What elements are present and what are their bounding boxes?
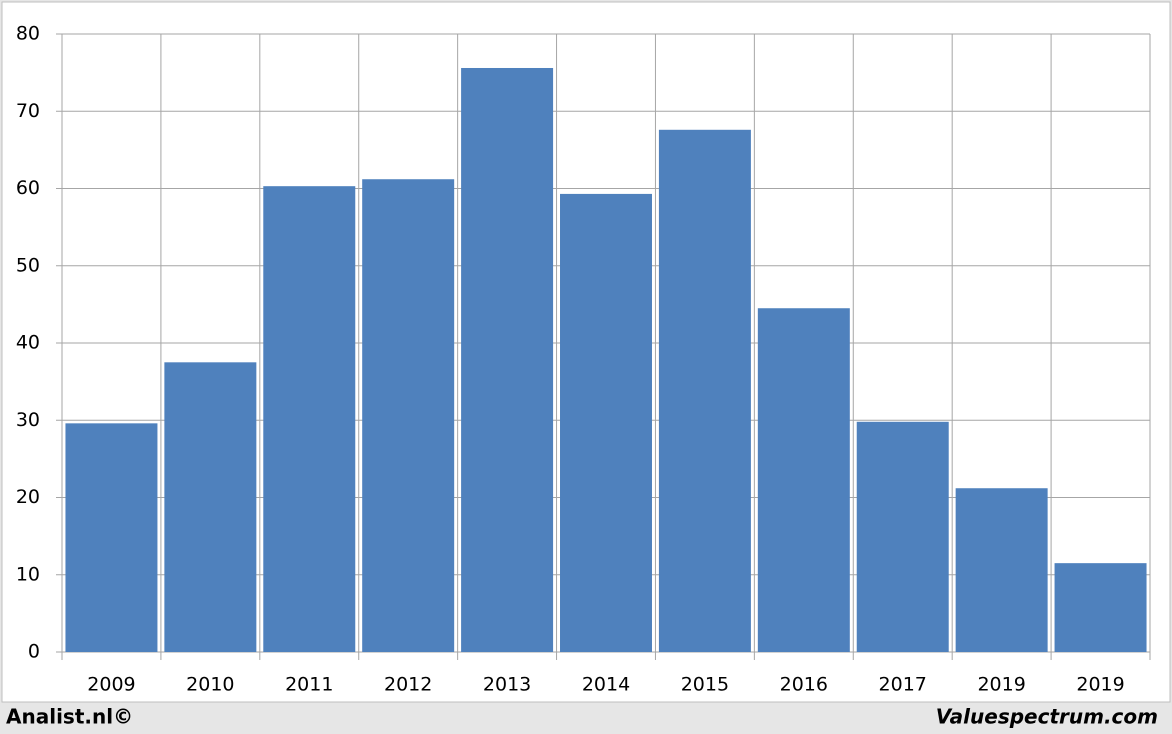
bar [362, 179, 455, 653]
x-tick-label: 2013 [483, 674, 531, 696]
x-tick-label: 2012 [384, 674, 432, 696]
bar [955, 488, 1048, 652]
y-tick-label: 20 [16, 486, 40, 508]
source: Analist.nl© [6, 705, 133, 729]
bar [560, 193, 652, 652]
bar [658, 129, 751, 653]
y-tick-label: 80 [16, 23, 40, 45]
credit: Valuespectrum.com [936, 705, 1158, 729]
bar [757, 308, 850, 652]
x-tick-label: 2011 [285, 674, 333, 696]
y-tick-label: 50 [16, 254, 40, 276]
y-tick-label: 30 [16, 409, 40, 431]
x-tick-label: 2017 [879, 674, 927, 696]
x-tick-label: 2014 [582, 674, 630, 696]
bar [164, 362, 257, 652]
bar [856, 421, 949, 652]
bar [461, 67, 554, 653]
x-tick-label: 2009 [87, 674, 135, 696]
y-tick-label: 40 [16, 332, 40, 354]
x-tick-label: 2016 [780, 674, 828, 696]
x-tick-label: 2010 [186, 674, 234, 696]
x-tick-label: 2015 [681, 674, 729, 696]
y-tick-label: 0 [28, 641, 40, 663]
x-tick-label: 2019 [977, 674, 1025, 696]
bar [65, 423, 158, 652]
bar [1054, 563, 1147, 652]
y-tick-label: 60 [16, 177, 40, 199]
x-tick-label: 2019 [1076, 674, 1124, 696]
y-tick-label: 70 [16, 100, 40, 122]
bar [263, 186, 356, 652]
y-tick-label: 10 [16, 563, 40, 585]
